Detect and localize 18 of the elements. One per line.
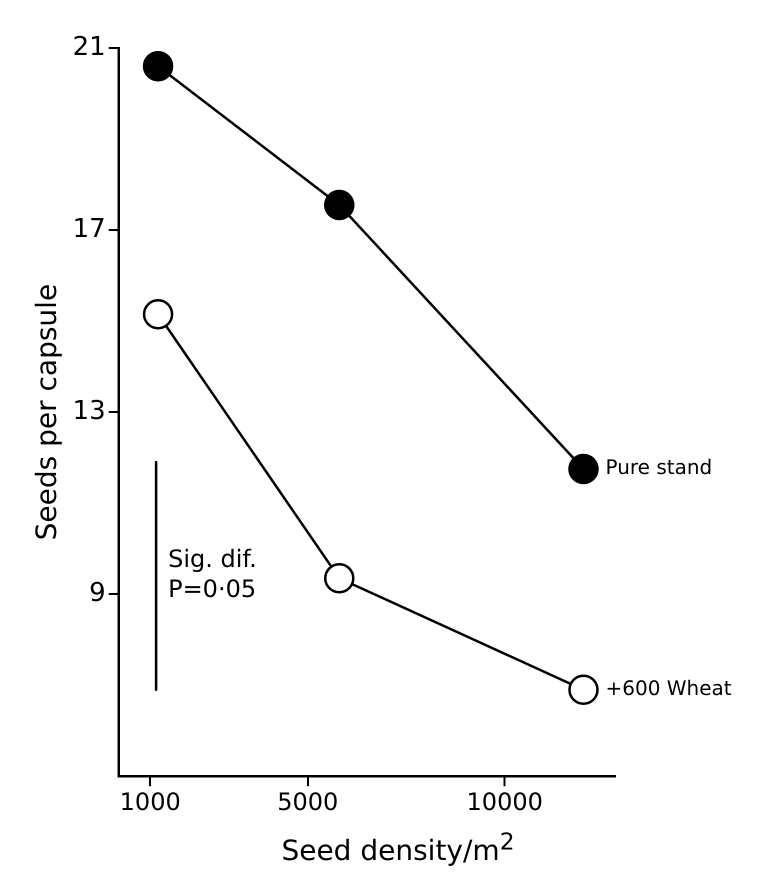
- point: [142, 299, 174, 330]
- x-tick-label: 1000: [120, 788, 181, 816]
- series-label: Pure stand: [605, 455, 712, 480]
- y-axis-title: Seeds per capsule: [30, 284, 64, 540]
- point: [568, 674, 599, 705]
- point: [568, 454, 599, 484]
- point: [324, 190, 355, 220]
- point: [324, 562, 355, 594]
- y-tick-label: 17: [72, 214, 106, 244]
- x-tick-label: 5000: [277, 788, 338, 816]
- y-tick-label: 13: [72, 396, 106, 426]
- series-label: +600 Wheat: [605, 676, 732, 700]
- y-tick-label: 9: [89, 578, 106, 608]
- y-tick-label: 21: [72, 32, 106, 62]
- x-axis-title: Seed density/m$^{2}$: [281, 828, 515, 868]
- annotation: Sig. dif. P=0·05: [168, 545, 257, 604]
- point: [142, 50, 174, 82]
- x-tick-label: 10000: [466, 788, 543, 816]
